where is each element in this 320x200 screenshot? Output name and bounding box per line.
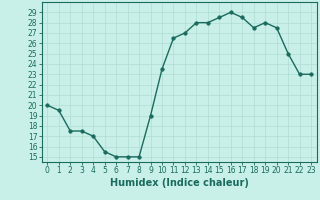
X-axis label: Humidex (Indice chaleur): Humidex (Indice chaleur) (110, 178, 249, 188)
